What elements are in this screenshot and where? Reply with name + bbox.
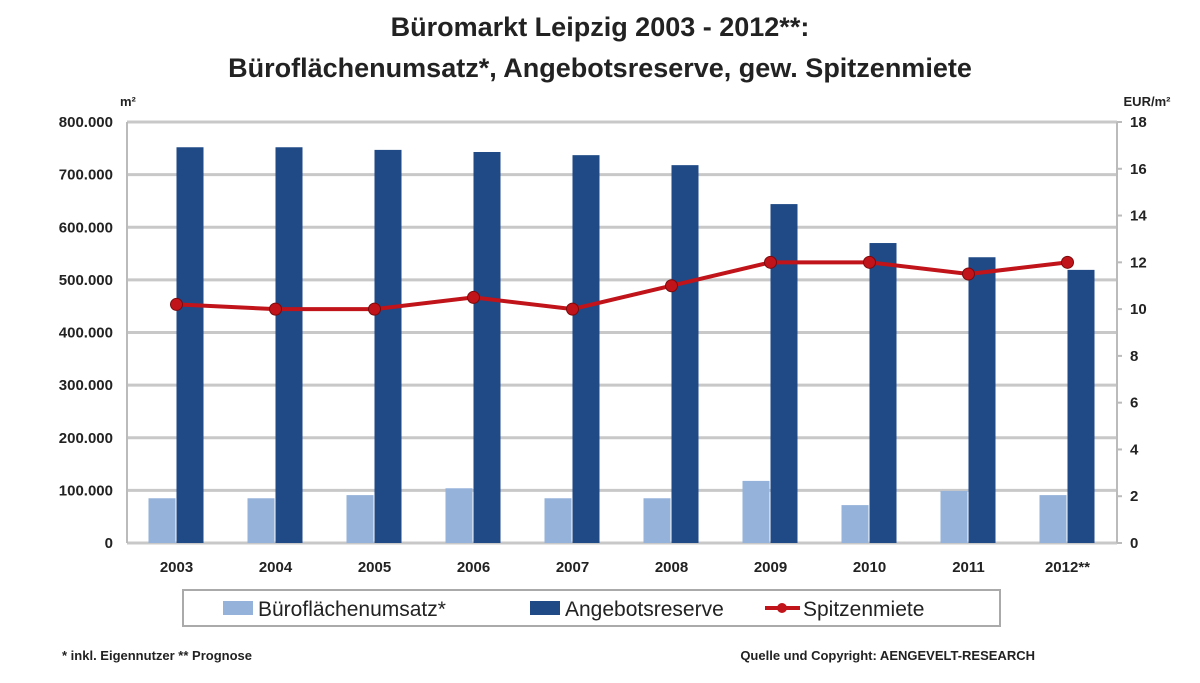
right-tick-label: 18 [1130, 114, 1147, 131]
bar-angebotsreserve [671, 165, 699, 543]
bar-bueroflaechenumsatz [643, 498, 671, 543]
left-tick-label: 500.000 [59, 272, 113, 289]
bar-bueroflaechenumsatz [1039, 495, 1067, 543]
bar-angebotsreserve [275, 147, 303, 543]
chart-title: Büromarkt Leipzig 2003 - 2012**: [391, 12, 810, 42]
category-label: 2009 [754, 559, 787, 576]
footnote-left: * inkl. Eigennutzer ** Prognose [62, 648, 252, 663]
bar-bueroflaechenumsatz [544, 498, 572, 543]
bar-angebotsreserve [176, 147, 204, 543]
footnote-right: Quelle und Copyright: AENGEVELT-RESEARCH [740, 648, 1035, 663]
bar-bueroflaechenumsatz [346, 495, 374, 543]
point-spitzenmiete [764, 255, 777, 269]
legend-box [182, 589, 1001, 627]
category-label: 2007 [556, 559, 589, 576]
line-spitzenmiete [176, 260, 1068, 312]
left-axis-unit: m² [120, 94, 137, 109]
point-spitzenmiete [665, 279, 678, 293]
left-tick-label: 800.000 [59, 114, 113, 131]
bar-bueroflaechenumsatz [742, 480, 770, 543]
bar-angebotsreserve [473, 151, 501, 543]
legend-label-bueroflaechenumsatz: Büroflächenumsatz* [258, 598, 446, 621]
right-tick-label: 14 [1130, 208, 1147, 225]
legend-label-spitzenmiete: Spitzenmiete [803, 598, 924, 621]
bar-bueroflaechenumsatz [841, 505, 869, 543]
category-label: 2003 [160, 559, 193, 576]
legend-marker-spitzenmiete [777, 603, 787, 613]
legend-label-angebotsreserve: Angebotsreserve [565, 598, 724, 621]
right-tick-label: 2 [1130, 488, 1138, 505]
category-label: 2011 [952, 559, 985, 576]
right-tick-label: 10 [1130, 301, 1147, 318]
category-label: 2006 [457, 559, 490, 576]
bar-angebotsreserve [572, 155, 600, 543]
chart-subtitle: Büroflächenumsatz*, Angebotsreserve, gew… [228, 53, 972, 83]
right-tick-label: 16 [1130, 161, 1147, 178]
legend-swatch-bueroflaechenumsatz [223, 601, 253, 615]
right-tick-label: 0 [1130, 535, 1138, 552]
bar-bueroflaechenumsatz [148, 498, 176, 543]
point-spitzenmiete [269, 302, 282, 316]
point-spitzenmiete [368, 302, 381, 316]
left-tick-label: 300.000 [59, 377, 113, 394]
axes: 0 100.000 200.000 300.000 400.000 500.000 600.… [59, 114, 1148, 576]
left-tick-label: 100.000 [59, 482, 113, 499]
left-tick-label: 400.000 [59, 325, 113, 342]
bar-angebotsreserve [770, 204, 798, 543]
bar-bueroflaechenumsatz [445, 488, 473, 543]
left-tick-label: 200.000 [59, 430, 113, 447]
point-spitzenmiete [863, 255, 876, 269]
point-spitzenmiete [962, 267, 975, 281]
left-tick-label: 700.000 [59, 167, 113, 184]
bar-angebotsreserve [968, 257, 996, 543]
bar-angebotsreserve [374, 149, 402, 544]
point-spitzenmiete [1061, 255, 1074, 269]
category-label: 2004 [259, 559, 293, 576]
right-tick-label: 6 [1130, 395, 1138, 412]
bar-bueroflaechenumsatz [247, 498, 275, 543]
bars [148, 147, 1095, 544]
right-tick-label: 8 [1130, 348, 1138, 365]
bar-angebotsreserve [1067, 269, 1095, 543]
right-tick-label: 12 [1130, 254, 1147, 271]
point-spitzenmiete [467, 290, 480, 304]
legend: Büroflächenumsatz* Angebotsreserve Spitz… [182, 589, 1001, 627]
point-spitzenmiete [170, 297, 183, 311]
category-label: 2010 [853, 559, 886, 576]
right-tick-label: 4 [1130, 441, 1139, 458]
bar-bueroflaechenumsatz [940, 490, 968, 543]
category-label: 2005 [358, 559, 391, 576]
category-label: 2012** [1045, 559, 1090, 576]
category-label: 2008 [655, 559, 688, 576]
left-tick-label: 600.000 [59, 219, 113, 236]
right-axis-unit: EUR/m² [1124, 94, 1172, 109]
bar-angebotsreserve [869, 243, 897, 543]
line-series [170, 255, 1074, 316]
left-tick-label: 0 [105, 535, 113, 552]
legend-swatch-angebotsreserve [530, 601, 560, 615]
point-spitzenmiete [566, 302, 579, 316]
